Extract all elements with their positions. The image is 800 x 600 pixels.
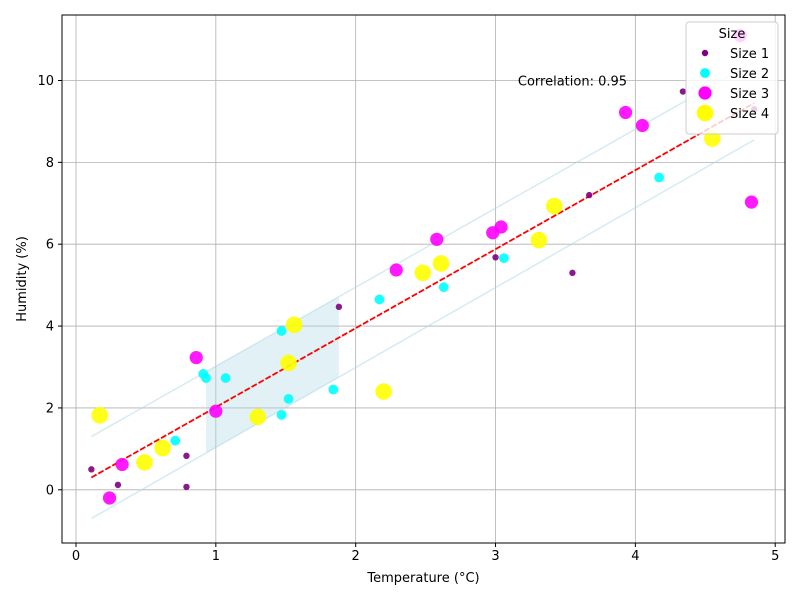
data-point-size-2 [170, 435, 181, 446]
y-tick-label: 0 [46, 483, 54, 498]
data-point-size-4 [91, 406, 109, 424]
legend-label: Size 1 [730, 47, 769, 62]
y-axis-label: Humidity (%) [15, 236, 30, 322]
legend-marker [701, 49, 709, 57]
data-point-size-1 [679, 88, 687, 95]
data-point-size-4 [375, 383, 392, 400]
y-tick-label: 2 [46, 401, 54, 416]
data-point-size-3 [494, 220, 508, 234]
data-point-size-3 [115, 457, 129, 472]
upper-bound-line [90, 61, 755, 438]
x-tick-label: 4 [631, 549, 639, 564]
data-point-size-3 [618, 105, 633, 120]
x-tick-label: 3 [491, 549, 499, 564]
data-point-size-4 [280, 354, 297, 372]
data-point-size-4 [285, 316, 303, 334]
data-point-size-3 [744, 195, 759, 209]
data-point-size-3 [102, 491, 117, 505]
data-point-size-2 [220, 373, 231, 383]
x-axis-label: Temperature (°C) [366, 571, 479, 586]
data-point-size-2 [654, 172, 665, 183]
data-point-size-3 [209, 404, 223, 418]
data-point-size-4 [154, 439, 171, 457]
legend-label: Size 4 [730, 107, 769, 122]
x-tick-label: 0 [72, 549, 80, 564]
data-point-size-4 [432, 255, 450, 272]
data-point-size-2 [276, 409, 287, 420]
lower-bound-line [90, 139, 755, 520]
x-tick-label: 2 [352, 549, 360, 564]
data-point-size-1 [492, 254, 499, 261]
data-point-size-1 [183, 483, 190, 491]
data-point-size-4 [530, 231, 548, 249]
data-point-size-4 [136, 454, 153, 471]
y-tick-label: 10 [37, 74, 54, 89]
legend-items: Size 1 Size 2 Size 3 Size 4 [696, 47, 769, 122]
legend: Size Size 1 Size 2 Size 3 Size 4 [685, 21, 779, 135]
correlation-annotation: Correlation: 0.95 [518, 74, 627, 89]
data-point-size-1 [569, 269, 576, 277]
data-point-size-4 [414, 264, 432, 282]
data-point-size-2 [499, 253, 509, 264]
x-tick-label: 1 [212, 549, 220, 564]
data-point-size-1 [183, 452, 190, 460]
data-point-size-1 [586, 191, 593, 199]
data-point-size-4 [249, 408, 267, 426]
data-point-size-2 [201, 373, 211, 383]
axis-ticks: 0 1 2 3 4 5 0 2 4 6 8 10 [37, 74, 779, 564]
data-point-size-3 [430, 232, 444, 246]
data-point-size-1 [114, 481, 122, 489]
y-tick-label: 8 [46, 156, 54, 171]
data-point-size-3 [389, 263, 403, 277]
trendline [90, 102, 755, 479]
x-tick-label: 5 [771, 549, 779, 564]
data-point-size-3 [189, 350, 203, 365]
data-point-size-4 [545, 197, 563, 215]
data-point-size-2 [328, 384, 339, 395]
legend-marker [696, 104, 714, 122]
data-point-size-2 [438, 282, 449, 293]
legend-label: Size 3 [730, 87, 769, 102]
data-point-size-2 [374, 294, 385, 305]
legend-marker [700, 68, 710, 78]
trendline-path [90, 102, 755, 479]
legend-label: Size 2 [730, 67, 769, 82]
data-point-size-1 [88, 466, 95, 473]
data-point-size-1 [335, 303, 343, 311]
data-points [88, 28, 759, 505]
legend-title: Size [719, 27, 746, 42]
data-point-size-2 [283, 394, 294, 404]
data-point-size-3 [635, 118, 649, 133]
y-tick-label: 4 [46, 320, 54, 335]
legend-marker [698, 86, 712, 100]
plot-frame [61, 14, 786, 544]
y-tick-label: 6 [46, 238, 54, 253]
data-point-size-2 [276, 326, 287, 336]
